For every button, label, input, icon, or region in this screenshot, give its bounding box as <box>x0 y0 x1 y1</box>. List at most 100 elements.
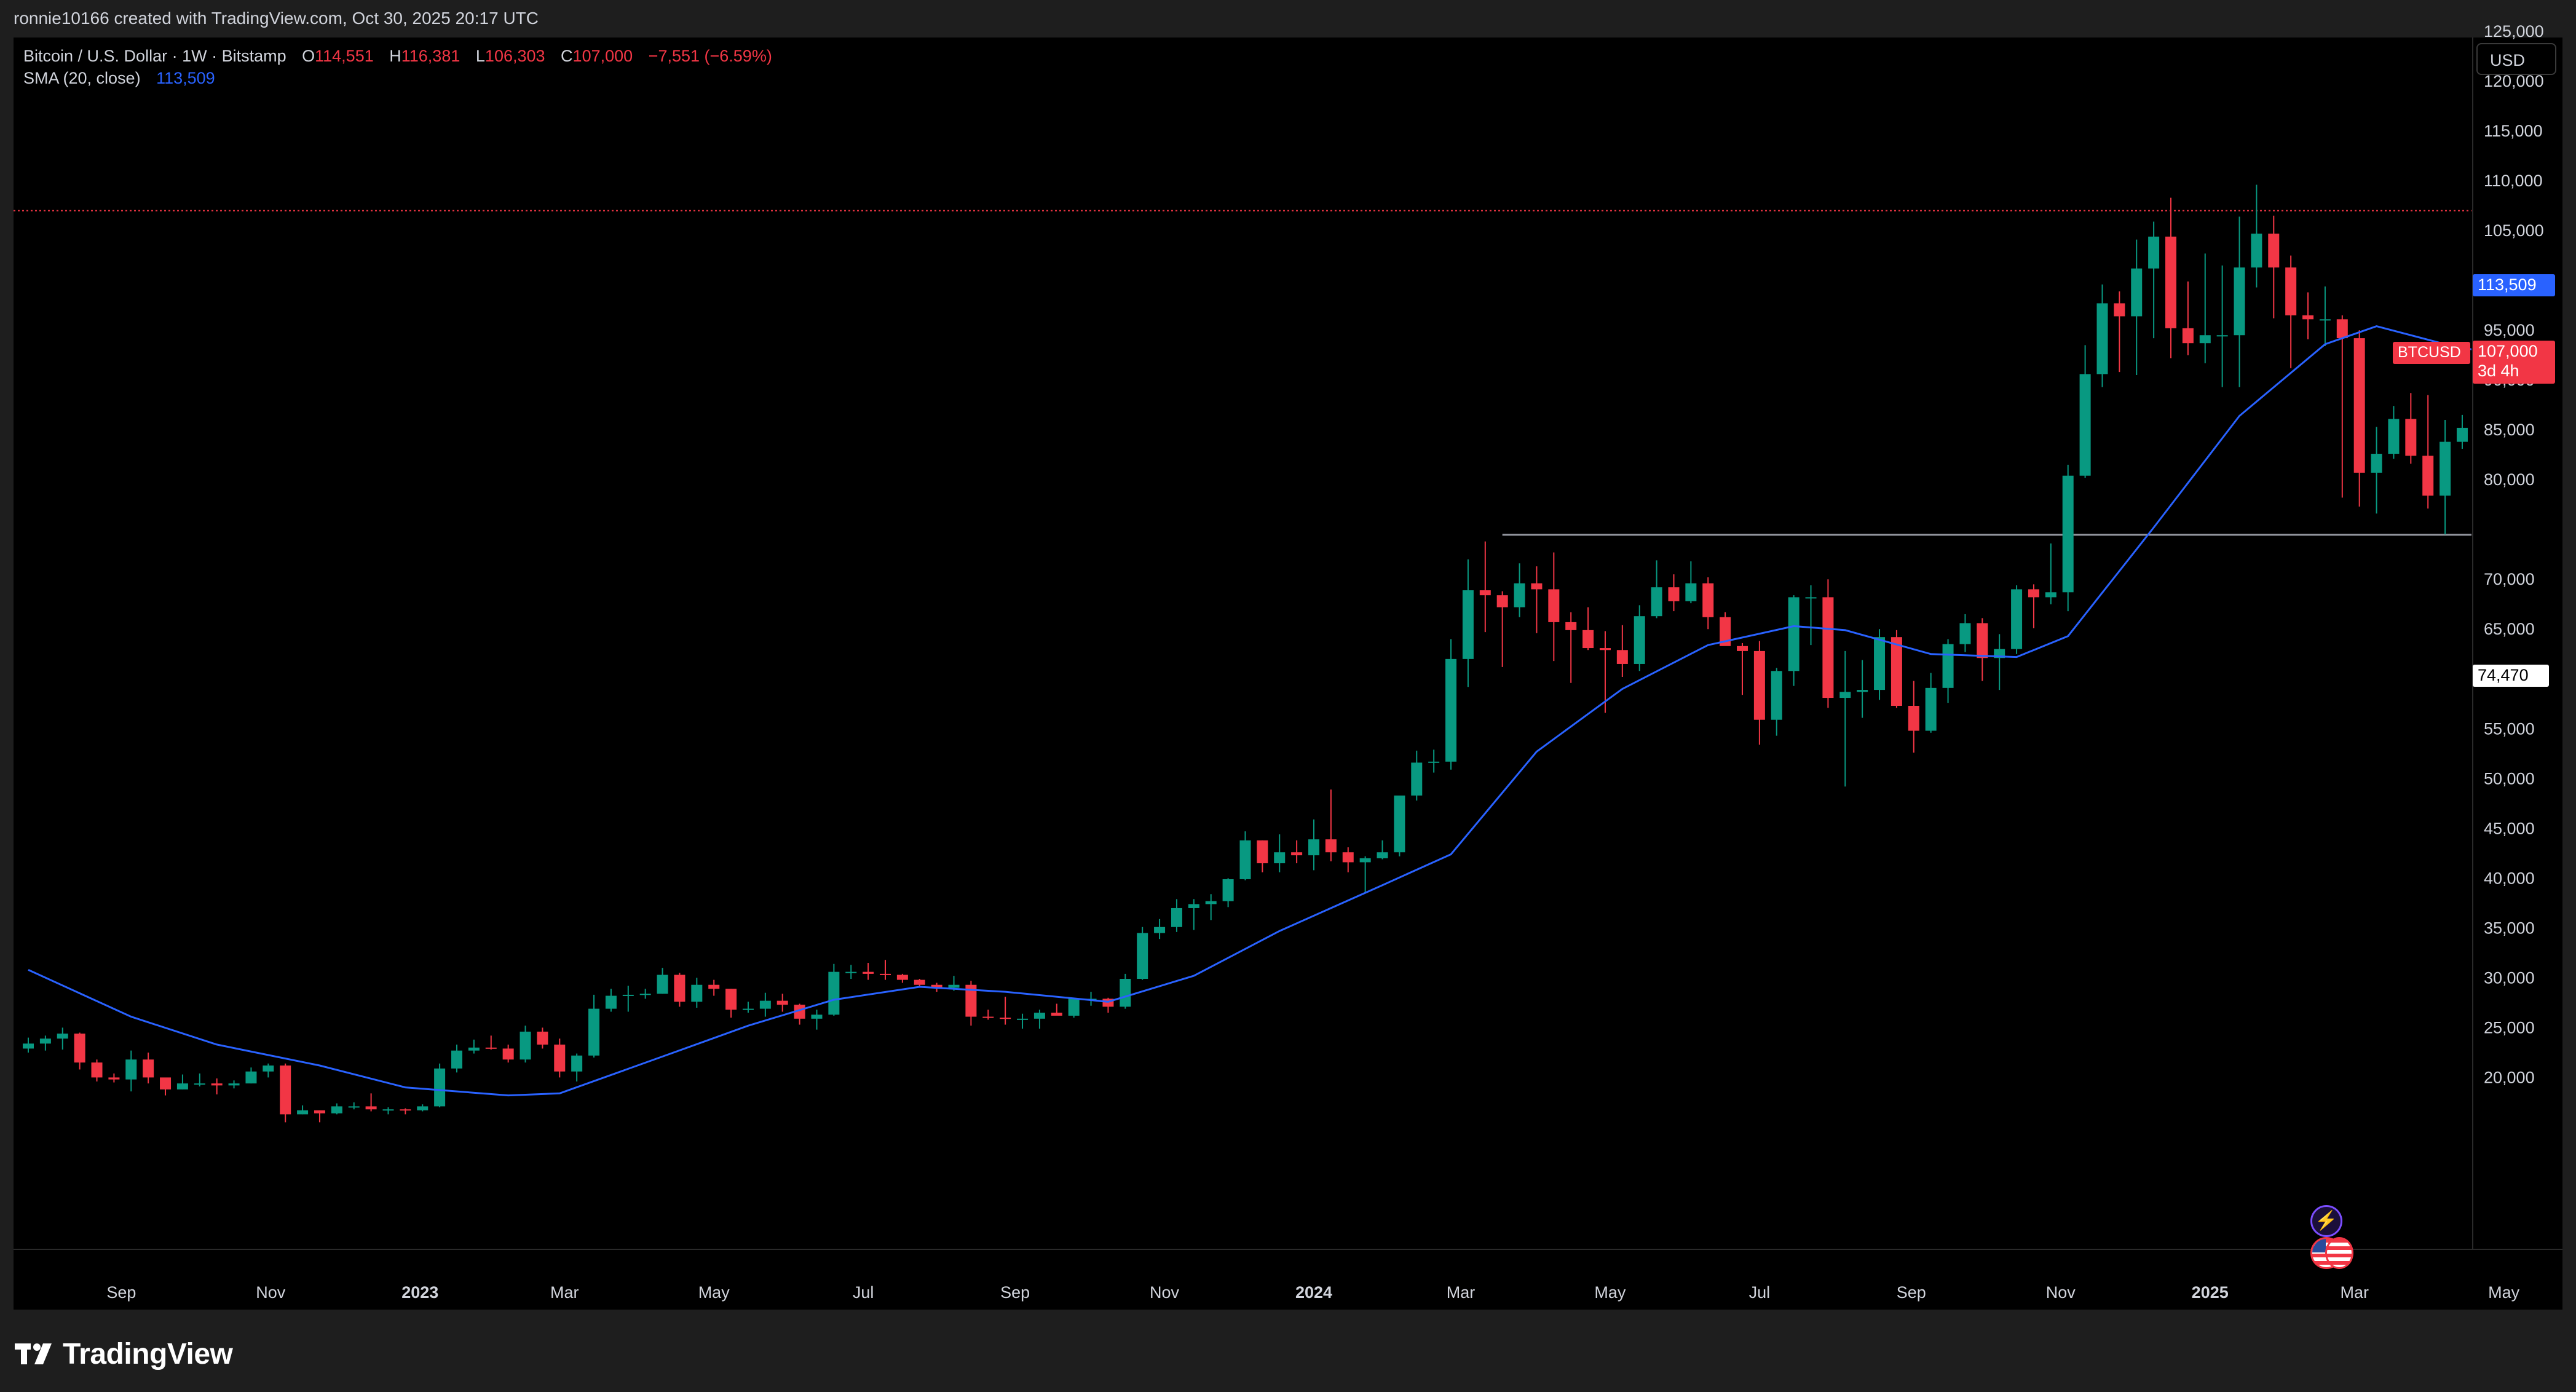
candle-body <box>948 984 960 988</box>
candle <box>348 1102 360 1110</box>
candle-body <box>931 984 942 988</box>
candle <box>194 1073 205 1087</box>
candle-body <box>1479 590 1491 596</box>
candle <box>108 1073 120 1083</box>
candle-body <box>965 984 977 1017</box>
candle-body <box>1205 901 1217 904</box>
candle <box>1479 541 1491 633</box>
plot-area <box>14 162 2553 1123</box>
lightning-icon[interactable]: ⚡ <box>2310 1205 2342 1237</box>
candle <box>520 1026 531 1063</box>
sma-legend[interactable]: SMA (20, close) 113,509 <box>23 69 215 88</box>
candle-body <box>2285 267 2297 315</box>
candle <box>1616 625 1628 678</box>
candle <box>1359 856 1371 893</box>
candle <box>1120 973 1131 1009</box>
candle <box>331 1103 342 1115</box>
candle <box>1496 591 1508 667</box>
y-tick-label: 80,000 <box>2484 470 2535 489</box>
x-tick-label: Mar <box>1447 1283 1476 1302</box>
close-label: C <box>561 47 573 65</box>
y-tick-label: 105,000 <box>2484 221 2544 240</box>
candle-body <box>2456 427 2468 442</box>
candle <box>400 1108 411 1115</box>
x-tick-label: Sep <box>106 1283 136 1302</box>
candle-body <box>1874 637 1886 690</box>
candle <box>2148 221 2160 339</box>
currency-button[interactable]: USD <box>2476 43 2556 75</box>
candle <box>2216 265 2228 387</box>
candle-body <box>2336 319 2348 339</box>
tradingview-logo[interactable]: TradingView <box>15 1337 233 1371</box>
candle <box>228 1080 240 1089</box>
candle-body <box>2542 191 2553 216</box>
candle-body <box>1171 908 1182 927</box>
candle <box>1394 795 1405 856</box>
candle-body <box>2268 233 2280 268</box>
y-tick-label: 110,000 <box>2484 172 2543 190</box>
candle <box>776 994 788 1012</box>
candle-body <box>1222 879 1234 901</box>
candle-body <box>1257 840 1268 864</box>
candle <box>2440 419 2451 535</box>
candle-body <box>2199 335 2211 344</box>
candle <box>1051 1003 1062 1016</box>
candle <box>708 979 720 996</box>
us-flag-icon-secondary[interactable] <box>2325 1237 2353 1269</box>
y-tick-label: 20,000 <box>2484 1068 2535 1086</box>
candle-body <box>1445 658 1457 762</box>
candle <box>1411 750 1423 801</box>
candle <box>1634 605 1645 671</box>
candle-body <box>1531 583 1543 590</box>
candle-body <box>1788 597 1800 671</box>
candle-body <box>2353 338 2365 473</box>
candle <box>1137 927 1148 980</box>
candle <box>1222 878 1234 908</box>
sma-label: SMA (20, close) <box>23 69 141 87</box>
candle <box>2302 292 2314 339</box>
candle-body <box>1342 852 1354 863</box>
event-markers[interactable]: ⚡ <box>2307 1205 2353 1270</box>
candle-body <box>914 979 925 985</box>
candle <box>845 965 857 979</box>
candle <box>537 1027 548 1049</box>
candle <box>1908 681 1919 753</box>
candle-body <box>1685 583 1697 601</box>
candle <box>2182 281 2194 355</box>
candle <box>1685 561 1697 604</box>
symbol-legend[interactable]: Bitcoin / U.S. Dollar · 1W · Bitstamp O1… <box>23 47 772 66</box>
y-tick-label: 125,000 <box>2484 22 2544 41</box>
candle-body <box>2371 454 2382 473</box>
candle-body <box>776 1000 788 1005</box>
candle-body <box>1977 623 1988 658</box>
sma-price-tag: 113,509 <box>2473 274 2555 296</box>
candle-body <box>263 1065 274 1072</box>
candle <box>1925 673 1937 733</box>
candle-body <box>1839 692 1851 698</box>
candle-body <box>211 1083 223 1086</box>
candle-body <box>1702 583 1714 617</box>
candle <box>1720 612 1731 646</box>
candle-body <box>1925 687 1937 731</box>
candle <box>554 1038 566 1078</box>
x-tick-label: Nov <box>2046 1283 2076 1302</box>
candle-body <box>331 1106 342 1113</box>
candle-body <box>1582 630 1594 649</box>
candle-body <box>880 973 891 975</box>
candle-body <box>1891 637 1902 706</box>
candle-body <box>2028 589 2039 598</box>
y-tick-label: 120,000 <box>2484 72 2544 90</box>
candle <box>1771 668 1782 736</box>
candle-body <box>1394 795 1405 853</box>
candle-body <box>1017 1018 1029 1020</box>
candle-body <box>1033 1013 1045 1019</box>
candle-body <box>23 1043 34 1049</box>
candle <box>2165 197 2176 358</box>
y-tick-label: 70,000 <box>2484 570 2535 588</box>
x-tick-label: May <box>2488 1283 2520 1302</box>
candle <box>1891 630 1902 708</box>
candle <box>2542 162 2553 259</box>
candle-body <box>1137 933 1148 979</box>
candle <box>2353 330 2365 507</box>
